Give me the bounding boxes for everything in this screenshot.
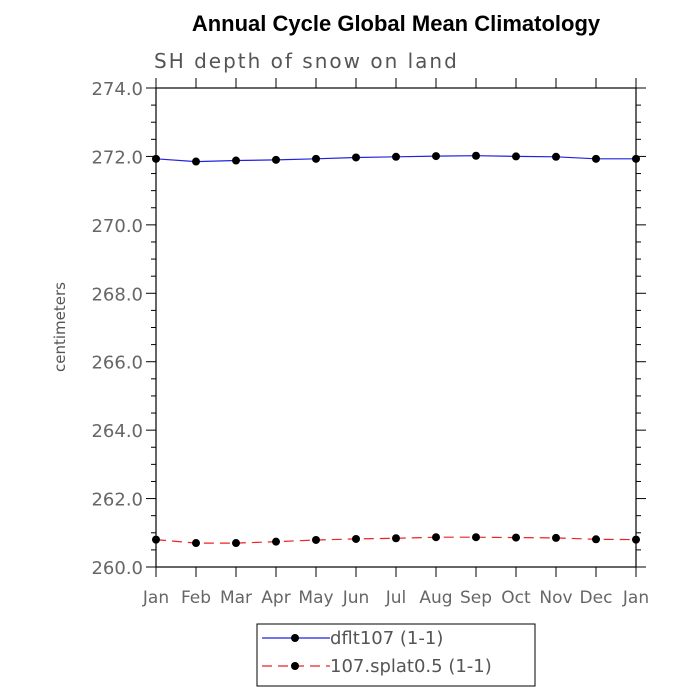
x-tick-label: Jul: [385, 588, 407, 608]
x-tick-label: Jan: [142, 588, 169, 608]
data-point: [592, 535, 600, 544]
x-tick-label: Feb: [181, 588, 211, 608]
data-point: [152, 535, 160, 544]
legend: dflt107 (1-1) 107.splat0.5 (1-1): [256, 623, 536, 687]
y-tick-label: 272.0: [91, 147, 143, 168]
data-point: [152, 154, 160, 163]
chart-subtitle: SH depth of snow on land: [154, 49, 459, 73]
data-point: [552, 152, 560, 161]
x-tick-labels: Jan Feb Mar Apr May Jun Jul Aug Sep Oct Nov Dec Jan: [142, 588, 649, 608]
chart-title: Annual Cycle Global Mean Climatology: [192, 11, 601, 36]
data-point: [312, 535, 320, 544]
data-point: [192, 539, 200, 548]
data-point: [512, 152, 520, 161]
y-tick-label: 274.0: [91, 79, 143, 100]
data-point: [472, 151, 480, 160]
series-lines: [155, 155, 637, 544]
legend-marker-dflt107: [291, 634, 299, 642]
x-tick-label: Jun: [342, 588, 370, 608]
y-tick-label: 270.0: [91, 216, 143, 237]
legend-label-dflt107: dflt107 (1-1): [330, 628, 443, 649]
x-tick-label: Jan: [622, 588, 649, 608]
legend-label-splat: 107.splat0.5 (1-1): [330, 656, 492, 677]
x-tick-label: Oct: [501, 588, 531, 608]
x-tick-label: Dec: [580, 588, 613, 608]
data-point: [352, 534, 360, 543]
data-point: [392, 152, 400, 161]
x-tick-label: Mar: [220, 588, 252, 608]
data-point: [192, 157, 200, 166]
data-point: [432, 533, 440, 542]
x-tick-label: Aug: [419, 588, 452, 608]
data-point: [552, 533, 560, 542]
data-point: [232, 539, 240, 548]
data-point: [272, 155, 280, 164]
y-tick-label: 266.0: [91, 353, 143, 374]
y-tick-label: 264.0: [91, 421, 143, 442]
legend-box: [256, 623, 536, 687]
data-point: [272, 537, 280, 546]
legend-marker-splat: [291, 662, 299, 670]
x-ticks: [155, 78, 637, 577]
data-point: [592, 154, 600, 163]
y-tick-label: 268.0: [91, 284, 143, 305]
y-tick-labels: 260.0 262.0 264.0 266.0 268.0 270.0 272.0 274.0: [91, 79, 143, 579]
series-points: [152, 151, 640, 548]
x-tick-label: May: [298, 588, 333, 608]
data-point: [312, 154, 320, 163]
data-point: [392, 534, 400, 543]
x-tick-label: Nov: [539, 588, 572, 608]
x-tick-label: Sep: [460, 588, 492, 608]
y-tick-label: 262.0: [91, 490, 143, 511]
data-point: [352, 153, 360, 162]
y-tick-label: 260.0: [91, 558, 143, 579]
x-tick-label: Apr: [261, 588, 290, 608]
data-point: [472, 533, 480, 542]
data-point: [632, 154, 640, 163]
data-point: [512, 533, 520, 542]
data-point: [232, 156, 240, 165]
data-point: [432, 152, 440, 161]
y-axis-label: centimeters: [51, 282, 69, 372]
data-point: [632, 535, 640, 544]
